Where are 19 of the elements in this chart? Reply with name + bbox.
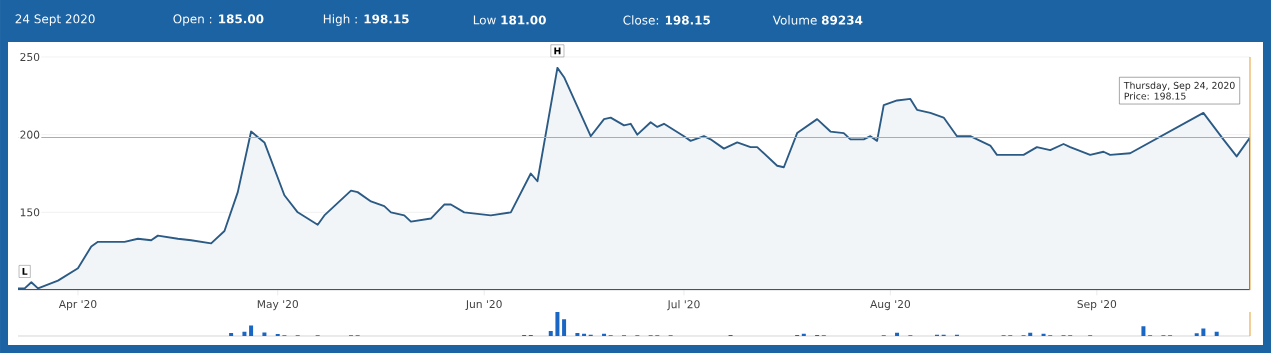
x-tick-label: Jun '20: [465, 300, 502, 311]
x-tick-label: Aug '20: [870, 300, 911, 311]
text: Low 181.00: [473, 15, 546, 25]
y-tick-label: 200: [20, 130, 40, 139]
x-tick-label: Sep '20: [1077, 300, 1117, 311]
x-tick-label: Jul '20: [667, 300, 700, 311]
y-tick-label: 150: [20, 208, 40, 217]
y-tick-label: 250: [20, 52, 40, 62]
x-tick-label: May '20: [257, 300, 298, 311]
annotation: L: [22, 268, 28, 275]
chart-title: 24 Sept 2020: [15, 14, 95, 26]
text: Close: 198.15: [623, 15, 711, 25]
text: High : 198.15: [323, 14, 409, 26]
text: Volume 89234: [772, 15, 863, 25]
annotation: H: [554, 47, 561, 55]
annotation: Thursday, Sep 24, 2020: [1123, 81, 1235, 91]
x-tick-label: Apr '20: [58, 300, 97, 311]
text: Open : 185.00: [173, 14, 264, 26]
annotation: Price: 198.15: [1124, 92, 1186, 100]
